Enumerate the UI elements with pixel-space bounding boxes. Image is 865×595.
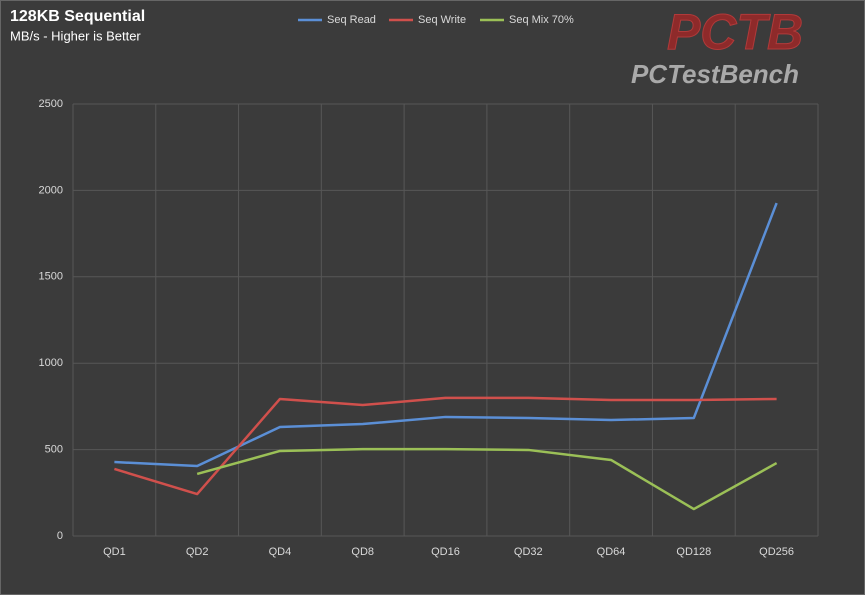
logo-mark: PCTB xyxy=(667,4,803,60)
legend: Seq Read Seq Write Seq Mix 70% xyxy=(298,14,574,26)
y-tick-label: 0 xyxy=(57,530,63,542)
y-tick-label: 1000 xyxy=(39,357,63,369)
chart-title: 128KB Sequential xyxy=(10,8,145,25)
y-tick-label: 500 xyxy=(45,444,63,456)
x-tick-label: QD256 xyxy=(759,546,794,558)
legend-label: Seq Mix 70% xyxy=(509,14,574,26)
legend-label: Seq Write xyxy=(418,14,466,26)
series-line xyxy=(196,447,778,511)
legend-label: Seq Read xyxy=(327,14,376,26)
x-tick-label: QD16 xyxy=(431,546,460,558)
x-tick-label: QD1 xyxy=(103,546,126,558)
chart-subtitle: MB/s - Higher is Better xyxy=(10,28,141,43)
series-line xyxy=(114,396,777,496)
logo-name: PCTestBench xyxy=(631,59,799,89)
y-tick-label: 1500 xyxy=(39,271,63,283)
x-tick-label: QD64 xyxy=(597,546,626,558)
series-line xyxy=(114,202,778,468)
x-tick-label: QD32 xyxy=(514,546,543,558)
y-tick-label: 2000 xyxy=(39,184,63,196)
x-tick-label: QD8 xyxy=(351,546,374,558)
x-tick-label: QD2 xyxy=(186,546,209,558)
x-tick-label: QD128 xyxy=(676,546,711,558)
y-tick-label: 2500 xyxy=(39,98,63,110)
x-tick-label: QD4 xyxy=(269,546,292,558)
